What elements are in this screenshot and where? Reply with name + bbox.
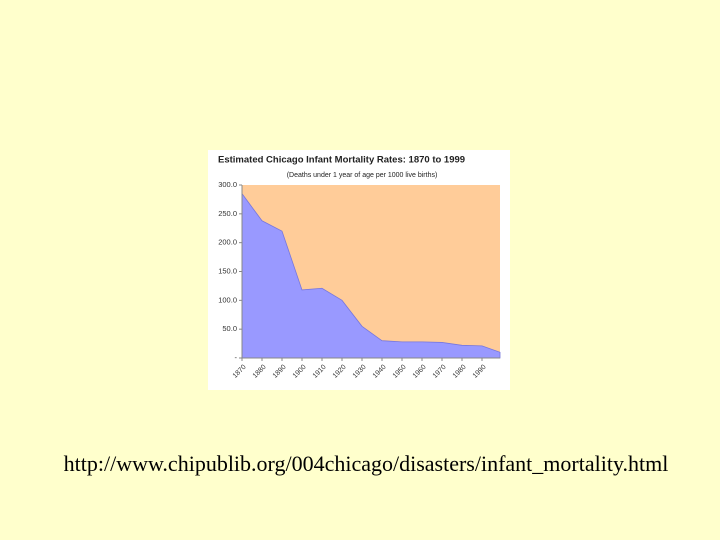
y-tick-label: - (235, 353, 238, 362)
y-tick-label: 100.0 (218, 295, 237, 304)
area (241, 192, 501, 359)
y-tick-label: 250.0 (218, 209, 237, 218)
chart-title: Estimated Chicago Infant Mortality Rates… (218, 155, 465, 166)
y-tick-label: 300.0 (218, 180, 237, 189)
y-tick-label: 150.0 (218, 266, 237, 275)
chart-subtitle: (Deaths under 1 year of age per 1000 liv… (287, 172, 438, 179)
caption: http://www.chipublib.org/004chicago/disa… (64, 451, 669, 476)
y-tick-label: 200.0 (218, 238, 237, 247)
y-tick-label: 50.0 (222, 324, 237, 333)
